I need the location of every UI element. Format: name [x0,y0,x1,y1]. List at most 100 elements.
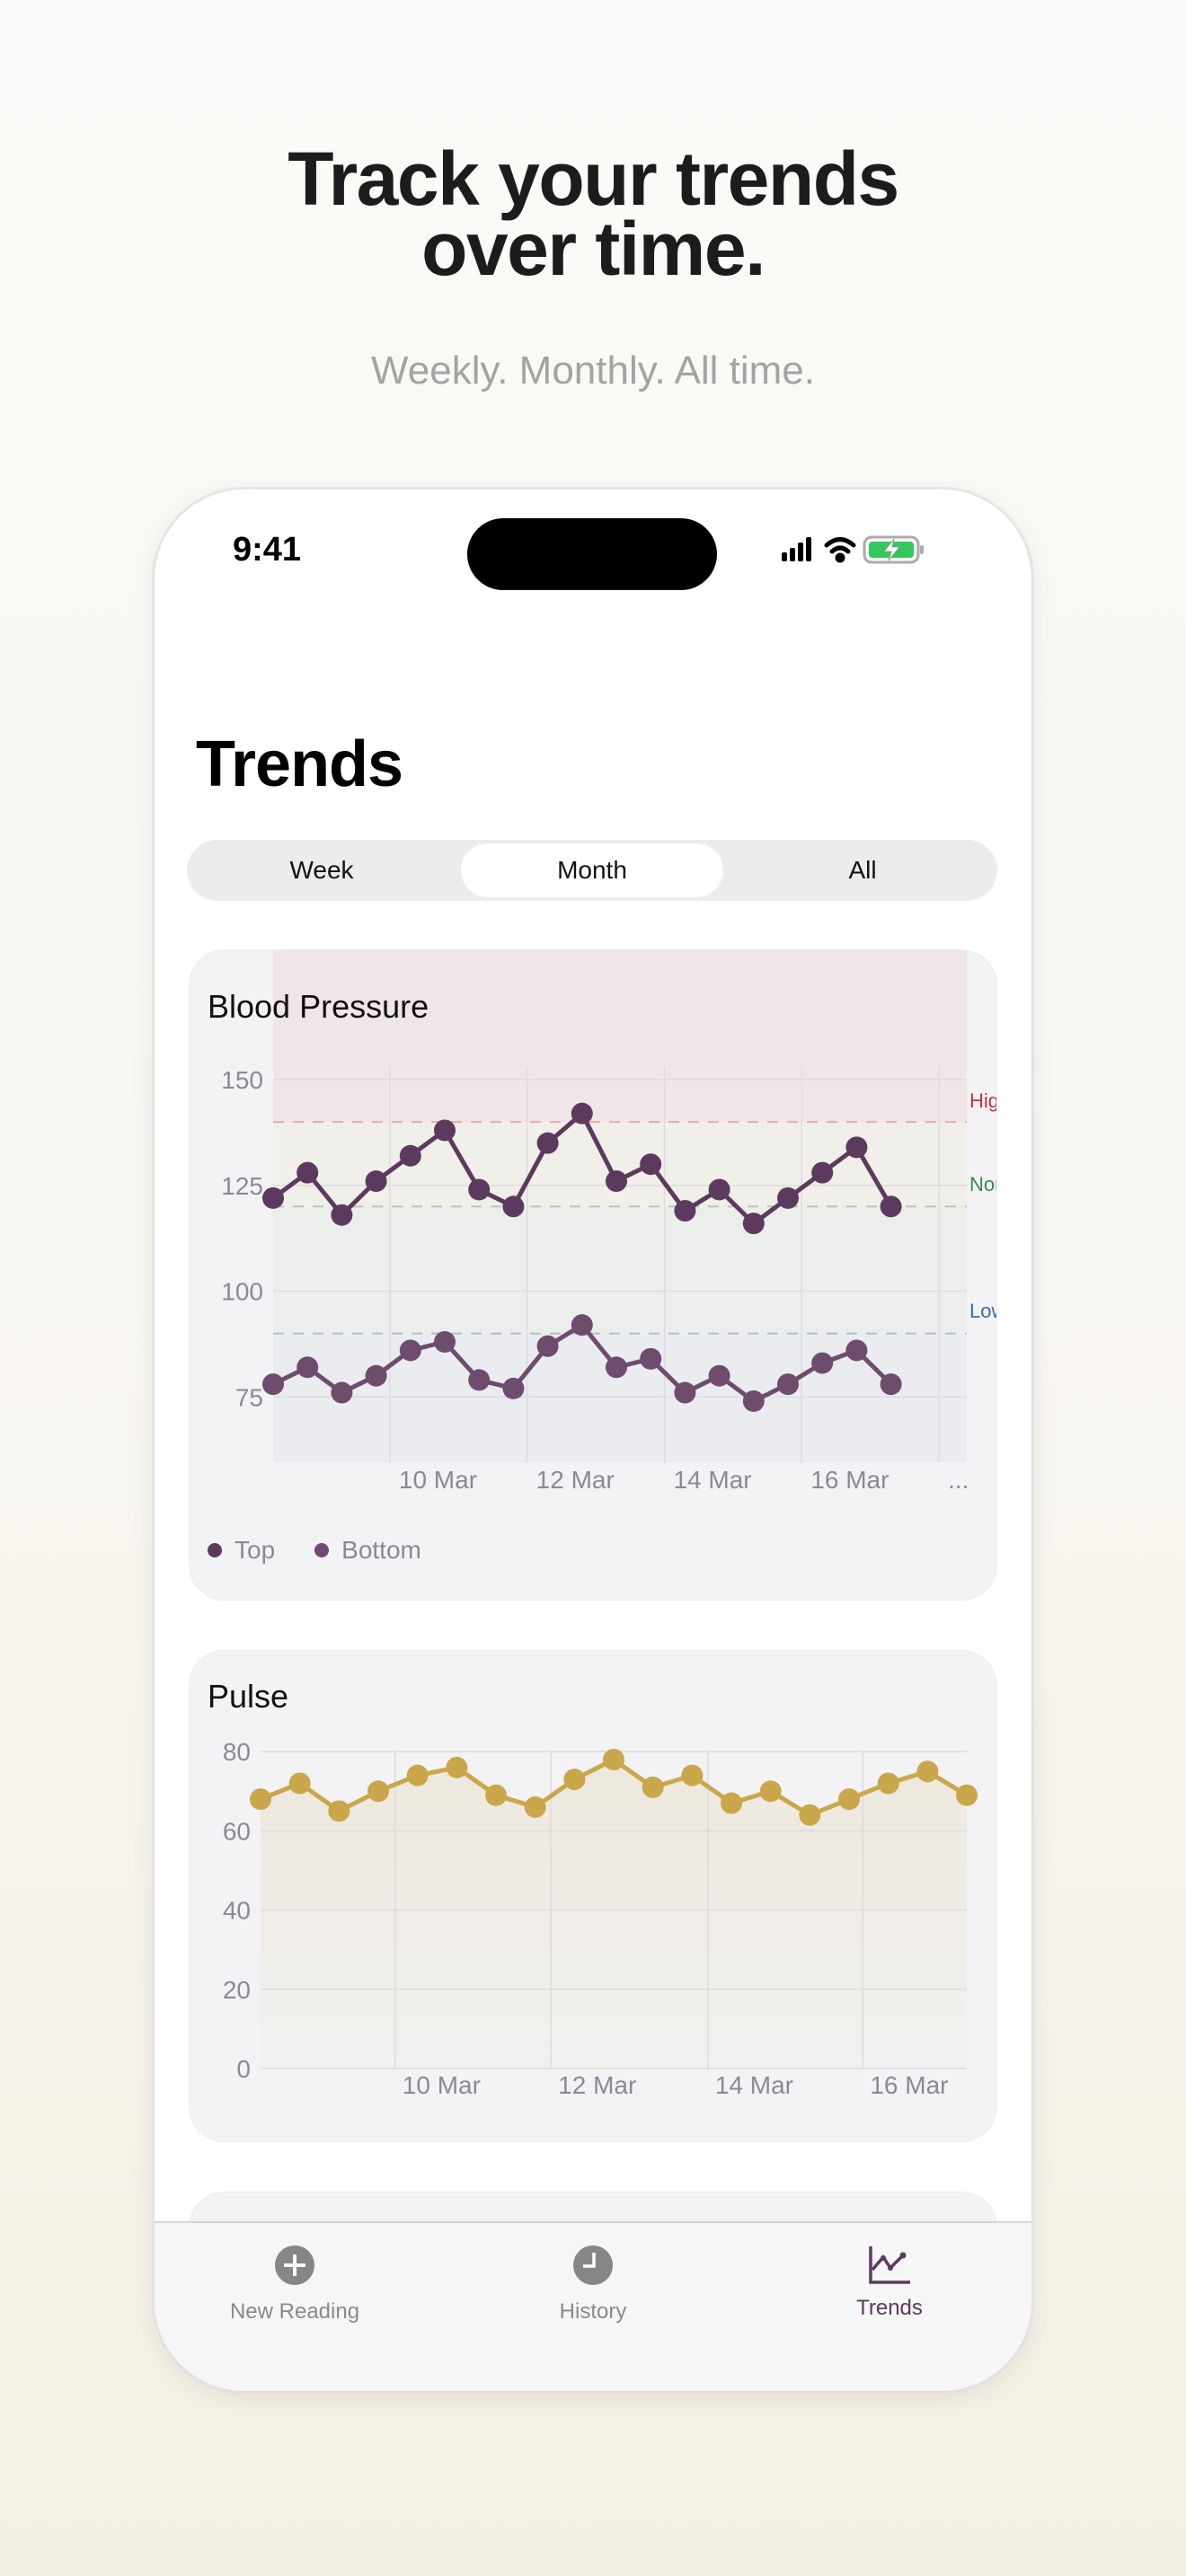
data-point-bottom [331,1381,353,1404]
pulse-data-point [250,1788,271,1811]
pulse-data-point [446,1756,468,1778]
pulse-data-point [799,1804,821,1826]
x-tick-label: ... [948,1466,969,1494]
y-tick-label: 40 [223,1897,251,1925]
segment-month[interactable]: Month [461,843,723,897]
pulse-data-point [524,1795,546,1818]
pulse-data-point [956,1784,978,1806]
legend-dot-bottom [314,1543,330,1557]
y-tick-label: 75 [235,1383,263,1411]
data-point-bottom [434,1331,456,1354]
card-title: Blood Pressure [208,988,429,1025]
clock-icon [573,2245,613,2285]
tab-history[interactable]: History [458,2245,728,2325]
area-fill [261,1760,968,2069]
y-tick-label: 20 [223,1976,251,2004]
x-tick-label: 12 Mar [536,1466,615,1494]
data-point-top [262,1187,284,1209]
pulse-data-point [367,1780,390,1803]
x-tick-label: 16 Mar [810,1466,889,1494]
y-tick-label: 60 [223,1817,251,1845]
pulse-chart: 80 60 40 20 0 10 Mar 12 Mar 14 Mar 16 Mar [223,1738,978,2099]
period-segmented-control: Week Month All [187,840,997,901]
segment-week[interactable]: Week [289,856,354,884]
data-point-bottom [502,1377,525,1399]
data-point-bottom [606,1356,627,1379]
pulse-data-point [642,1776,664,1798]
data-point-top [536,1132,559,1154]
hero-title-line1: Track your trends [288,137,899,221]
signal-icon [782,537,811,561]
data-point-bottom [468,1369,491,1391]
pulse-data-point [838,1788,861,1811]
plus-circle-icon [275,2245,314,2285]
range-label-high: High [969,1090,997,1112]
data-point-bottom [365,1364,387,1387]
data-point-top [640,1153,662,1176]
pulse-data-point [916,1760,939,1783]
data-point-top [571,1102,593,1125]
data-point-top [777,1187,799,1209]
range-label-normal: Normal [969,1173,997,1195]
pulse-data-point [563,1769,586,1791]
page-title: Trends [196,728,403,800]
battery-charging-icon [863,535,924,564]
data-point-bottom [674,1381,696,1404]
y-tick-label: 150 [221,1066,263,1094]
blood-pressure-card: 150 125 100 75 10 Mar 12 Mar 14 Mar 16 Mar... Hi… [189,949,997,1601]
data-point-top [331,1204,353,1226]
x-tick-label: 14 Mar [715,2071,793,2099]
data-point-top [845,1136,868,1159]
tab-label: History [559,2299,627,2324]
segment-all[interactable]: All [848,856,877,884]
x-tick-label: 12 Mar [558,2071,636,2099]
data-point-top [502,1195,525,1218]
data-point-bottom [262,1373,284,1396]
tab-label: New Reading [229,2299,360,2324]
x-tick-label: 10 Mar [399,1466,477,1494]
chart-line-icon [869,2246,910,2284]
chart-legend: Top Bottom [208,1536,421,1565]
pulse-data-point [759,1780,782,1803]
status-time: 9:41 [232,531,302,569]
hero-title-line2: over time. [421,207,766,291]
data-point-bottom [640,1347,662,1370]
band-normal [273,1122,967,1207]
data-point-bottom [571,1314,593,1337]
data-point-top [296,1161,319,1184]
y-tick-label: 80 [223,1738,251,1766]
data-point-bottom [399,1339,421,1362]
tab-new-reading[interactable]: New Reading [160,2245,429,2325]
data-point-bottom [880,1373,902,1396]
x-tick-label: 16 Mar [870,2071,948,2099]
hero-title: Track your trends over time. [0,137,1186,291]
legend-dot-top [208,1543,222,1557]
data-point-top [880,1195,902,1218]
data-point-top [606,1170,627,1193]
pulse-data-point [288,1772,311,1795]
tab-bar: New Reading History Trends [155,2221,1031,2391]
pulse-data-point [681,1764,704,1786]
pulse-data-point [328,1800,350,1822]
legend-label-top: Top [235,1536,276,1564]
x-tick-label: 14 Mar [673,1466,751,1494]
pulse-data-point [721,1792,743,1814]
status-icons [782,535,924,564]
data-point-bottom [536,1335,559,1357]
y-tick-label: 100 [221,1278,263,1306]
data-point-top [674,1200,696,1222]
pulse-data-point [485,1784,508,1806]
dynamic-island [467,518,717,590]
data-point-top [468,1178,491,1201]
phone-frame: 9:41 Trends Week Month All 150 125 100 75 10… [155,490,1031,2391]
tab-trends[interactable]: Trends [755,2245,1024,2321]
data-point-bottom [811,1352,834,1374]
band-mid [273,1206,967,1334]
data-point-top [434,1119,456,1142]
pulse-data-point [406,1764,429,1786]
band-high [273,950,967,1123]
data-point-bottom [742,1389,765,1412]
y-tick-label: 0 [236,2055,251,2083]
data-point-bottom [777,1373,799,1396]
x-tick-label: 10 Mar [403,2071,481,2099]
